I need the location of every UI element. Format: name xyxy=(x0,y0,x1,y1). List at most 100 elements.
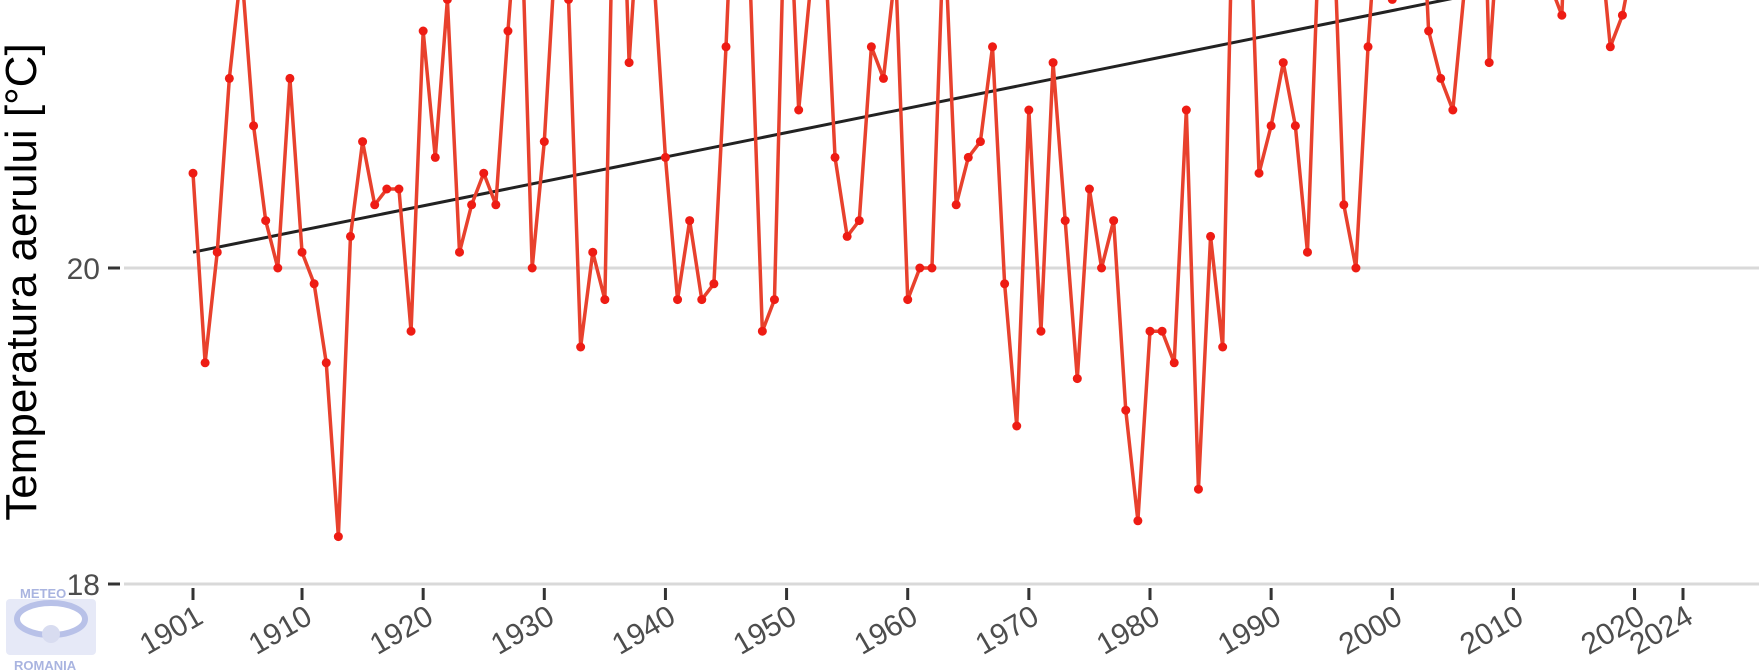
data-point-1918 xyxy=(394,184,404,194)
data-point-1910 xyxy=(297,247,307,257)
x-tick-label-2010: 2010 xyxy=(1455,599,1529,661)
data-point-1954 xyxy=(830,152,840,162)
data-point-1985 xyxy=(1206,231,1216,241)
gridlines xyxy=(124,266,1759,586)
data-point-1964 xyxy=(951,200,961,210)
data-point-2019 xyxy=(1617,10,1627,20)
y-tick-labels: 18202224 xyxy=(67,253,100,602)
data-point-1967 xyxy=(988,42,998,52)
data-point-1955 xyxy=(842,231,852,241)
data-point-1909 xyxy=(285,73,295,83)
data-point-1977 xyxy=(1109,216,1119,226)
data-point-1941 xyxy=(673,295,683,305)
x-tick-label-1930: 1930 xyxy=(485,599,559,661)
data-point-2000 xyxy=(1387,0,1397,4)
x-tick-label-1990: 1990 xyxy=(1212,599,1286,661)
data-point-1981 xyxy=(1157,326,1167,336)
data-point-1973 xyxy=(1060,216,1070,226)
data-point-1930 xyxy=(539,137,549,147)
data-point-1912 xyxy=(321,358,331,368)
data-point-1927 xyxy=(503,26,513,36)
data-point-1921 xyxy=(430,152,440,162)
data-point-1914 xyxy=(345,231,355,241)
data-point-1926 xyxy=(491,200,501,210)
data-point-1960 xyxy=(903,295,913,305)
x-tick-label-1970: 1970 xyxy=(970,599,1044,661)
data-point-1904 xyxy=(224,73,234,83)
data-point-1962 xyxy=(927,263,937,273)
data-point-1945 xyxy=(721,42,731,52)
data-point-1902 xyxy=(200,358,210,368)
series-line-0 xyxy=(191,0,1628,539)
data-point-1944 xyxy=(709,279,719,289)
data-point-1906 xyxy=(249,121,259,131)
data-point-2005 xyxy=(1448,105,1458,115)
x-tick-label-1940: 1940 xyxy=(607,599,681,661)
meteo-romania-logo: METEO ROMANIA xyxy=(6,586,96,672)
data-point-1980 xyxy=(1145,326,1155,336)
data-point-1924 xyxy=(467,200,477,210)
data-point-1970 xyxy=(1024,105,1034,115)
data-point-1968 xyxy=(1000,279,1010,289)
data-point-1929 xyxy=(527,263,537,273)
logo-text-bottom: ROMANIA xyxy=(14,658,77,672)
y-tick-label-20: 20 xyxy=(67,253,100,286)
data-point-1908 xyxy=(273,263,283,273)
data-point-1907 xyxy=(261,216,271,226)
data-point-1925 xyxy=(479,168,489,178)
logo-text-top: METEO xyxy=(20,586,66,601)
data-point-1915 xyxy=(358,137,368,147)
data-point-2018 xyxy=(1605,42,1615,52)
x-tick-label-1910: 1910 xyxy=(243,599,317,661)
x-tick-label-1950: 1950 xyxy=(728,599,802,661)
data-point-1975 xyxy=(1084,184,1094,194)
data-point-1923 xyxy=(455,247,465,257)
data-point-1991 xyxy=(1278,58,1288,68)
data-point-1979 xyxy=(1133,516,1143,526)
data-point-1982 xyxy=(1169,358,1179,368)
x-tick-label-1960: 1960 xyxy=(849,599,923,661)
x-tick-label-1920: 1920 xyxy=(364,599,438,661)
x-tick-label-2000: 2000 xyxy=(1333,599,1407,661)
axes xyxy=(108,266,1685,600)
data-point-1961 xyxy=(915,263,925,273)
data-point-1997 xyxy=(1351,263,1361,273)
data-point-2003 xyxy=(1424,26,1434,36)
data-point-1976 xyxy=(1097,263,1107,273)
data-point-1989 xyxy=(1254,168,1264,178)
data-point-2014 xyxy=(1557,10,1567,20)
data-point-1920 xyxy=(418,26,428,36)
data-point-1937 xyxy=(624,58,634,68)
y-tick-label-18: 18 xyxy=(67,569,100,602)
data-point-1958 xyxy=(878,73,888,83)
data-point-1983 xyxy=(1181,105,1191,115)
series-layer xyxy=(188,0,1628,542)
data-point-1965 xyxy=(963,152,973,162)
data-point-1949 xyxy=(769,295,779,305)
y-axis-label: Temperatura aerului [°C] xyxy=(0,43,46,520)
data-point-1972 xyxy=(1048,58,1058,68)
data-point-1943 xyxy=(697,295,707,305)
x-tick-labels: 1901 1910 1920 1930 1940 1950 1960 1970 1980 1990… xyxy=(134,599,1698,661)
data-point-1971 xyxy=(1036,326,1046,336)
data-point-1940 xyxy=(660,152,670,162)
data-point-1974 xyxy=(1072,374,1082,384)
x-tick-label-1901: 1901 xyxy=(134,599,208,661)
data-point-1913 xyxy=(333,532,343,542)
data-point-1932 xyxy=(564,0,573,4)
data-point-1998 xyxy=(1363,42,1373,52)
data-point-1901 xyxy=(188,168,198,178)
data-point-1956 xyxy=(854,216,864,226)
data-point-1966 xyxy=(975,137,985,147)
data-point-1996 xyxy=(1339,200,1349,210)
data-point-1948 xyxy=(757,326,767,336)
data-point-1934 xyxy=(588,247,598,257)
data-point-1990 xyxy=(1266,121,1276,131)
data-point-1993 xyxy=(1302,247,1312,257)
data-point-1916 xyxy=(370,200,380,210)
data-point-1984 xyxy=(1193,484,1203,494)
data-point-1935 xyxy=(600,295,610,305)
data-point-1903 xyxy=(212,247,222,257)
data-point-1969 xyxy=(1012,421,1022,431)
